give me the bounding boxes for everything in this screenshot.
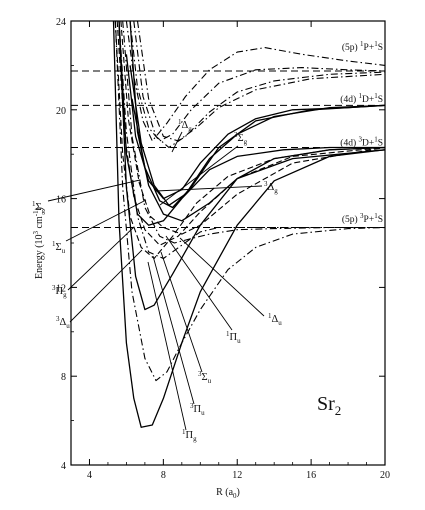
- state-label-6: 3Πg: [52, 284, 67, 299]
- state-leader-line: [65, 199, 147, 242]
- y-tick-label: 8: [61, 372, 66, 383]
- state-label-12: 1Πg: [182, 428, 197, 443]
- potential-curve-5: [129, 65, 386, 206]
- state-leader-line: [159, 145, 239, 206]
- state-label-7: 3Δu: [56, 315, 70, 330]
- potential-curve-17: [136, 20, 386, 142]
- state-label-11: 3Πu: [190, 402, 205, 417]
- y-tick-label: 12: [56, 283, 66, 294]
- state-leader-line: [47, 179, 141, 202]
- potential-curve-15: [129, 20, 386, 142]
- state-leader-line: [147, 261, 187, 431]
- potential-curve-11: [114, 20, 386, 382]
- state-label-1: 1Δg: [178, 118, 192, 133]
- molecule-label: Sr2: [317, 393, 341, 418]
- state-label-2: 3Σg: [234, 131, 248, 146]
- state-label-5: 1Σu: [52, 240, 66, 255]
- state-leader-line: [165, 235, 233, 331]
- x-tick-label: 20: [380, 470, 390, 481]
- state-label-8: 1Δu: [268, 312, 282, 327]
- potential-curve-4: [125, 54, 386, 200]
- state-leader-line: [160, 251, 203, 373]
- potential-curve-6: [131, 98, 386, 209]
- y-tick-label: 24: [56, 17, 66, 28]
- potential-curve-16: [133, 20, 386, 149]
- state-leader-line: [155, 185, 263, 192]
- potential-curve-7: [129, 20, 386, 222]
- potential-curve-14: [125, 20, 386, 142]
- asymptote-label-2: (4d) 1D+1S: [340, 92, 383, 105]
- potential-curve-8: [114, 20, 386, 260]
- y-tick-label: 16: [56, 195, 66, 206]
- state-label-4: 3Δg: [264, 180, 278, 195]
- potential-curve-13: [122, 20, 385, 244]
- label-leaders-layer: [47, 131, 265, 431]
- state-label-3: 1Σg: [32, 200, 46, 215]
- potential-curve-2: [118, 20, 386, 311]
- asymptote-label-1: (5p) 1P+1S: [342, 40, 383, 53]
- asymptote-label-4: (5p) 3P+1S: [342, 212, 383, 225]
- x-tick-label: 8: [161, 470, 166, 481]
- y-axis-title: Energy (103 cm-1): [32, 207, 45, 279]
- curves-layer: [112, 20, 386, 428]
- x-axis-title: R (a0): [216, 487, 240, 500]
- x-tick-label: 16: [306, 470, 316, 481]
- x-tick-label: 12: [232, 470, 242, 481]
- asymptote-label-3: (4d) 3D+1S: [340, 135, 383, 148]
- state-leader-line: [179, 237, 265, 317]
- state-label-9: 1Πu: [226, 330, 241, 345]
- state-leader-line: [152, 255, 195, 405]
- potential-curve-1: [112, 20, 386, 428]
- y-tick-label: 20: [56, 106, 66, 117]
- potential-curve-9: [116, 20, 386, 246]
- state-leader-line: [67, 226, 135, 291]
- ticks-layer: [71, 20, 386, 466]
- state-leader-line: [69, 249, 143, 323]
- potential-curve-10: [120, 20, 386, 235]
- state-leader-line: [171, 131, 183, 153]
- x-tick-label: 4: [87, 470, 92, 481]
- y-tick-label: 4: [61, 461, 66, 472]
- state-label-10: 3Σu: [198, 370, 212, 385]
- labels-layer: 4 8 12 16 20 4 8 12 16 20 24 (5p) 1P+1S (4d) 1D+1S (4…: [32, 17, 390, 500]
